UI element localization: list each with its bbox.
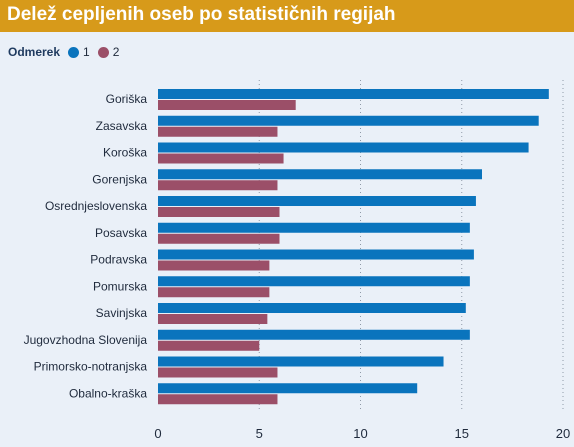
bar-series-2 [158,100,296,110]
legend-item-1[interactable]: 1 [68,45,90,59]
category-label: Podravska [90,253,147,267]
bar-series-2 [158,207,280,217]
bar-series-1 [158,329,470,340]
legend-label-1: 1 [83,45,90,59]
category-label: Primorsko-notranjska [34,360,148,374]
x-tick-label-20: 20 [556,426,570,441]
legend-label-2: 2 [112,45,120,59]
title-bar: Delež cepljenih oseb po statističnih reg… [0,0,574,32]
bar-series-2 [158,233,280,244]
bar-series-1 [158,222,470,233]
legend-swatch-2-icon [97,46,109,58]
category-label: Pomurska [93,279,147,293]
bar-series-1 [158,89,549,99]
bar-series-2 [158,340,260,351]
bar-series-1 [158,383,418,394]
x-tick-label-15: 15 [455,426,469,441]
category-label: Koroška [103,146,147,160]
x-tick-label-10: 10 [353,426,367,441]
bar-series-1 [158,196,476,206]
bar-series-2 [158,260,270,271]
bar-series-2 [158,367,278,378]
category-label: Gorenjska [92,172,147,186]
bar-series-1 [158,249,474,260]
category-label: Goriška [106,92,148,106]
category-label: Jugovzhodna Slovenija [24,333,148,347]
bar-series-2 [158,153,284,164]
bar-series-1 [158,115,539,126]
category-label: Posavska [95,226,147,240]
bar-series-2 [158,126,278,137]
legend: Odmerek 1 2 [8,44,127,60]
bar-series-1 [158,169,482,180]
bar-series-1 [158,142,529,153]
legend-title: Odmerek [8,45,61,59]
category-label: Zasavska [96,119,148,133]
category-label: Obalno-kraška [69,386,147,400]
legend-item-2[interactable]: 2 [97,45,120,59]
bar-series-2 [158,287,270,298]
x-tick-label-0: 0 [154,426,161,441]
bar-series-2 [158,314,268,324]
bar-series-2 [158,394,278,405]
category-label: Osrednjeslovenska [45,199,147,213]
bar-series-1 [158,356,444,367]
legend-swatch-1-icon [68,46,80,58]
bar-series-2 [158,180,278,191]
x-tick-label-5: 5 [256,426,263,441]
category-label: Savinjska [96,306,148,320]
bar-series-1 [158,276,470,287]
chart-title: Delež cepljenih oseb po statističnih reg… [7,4,396,25]
bar-series-1 [158,303,466,313]
